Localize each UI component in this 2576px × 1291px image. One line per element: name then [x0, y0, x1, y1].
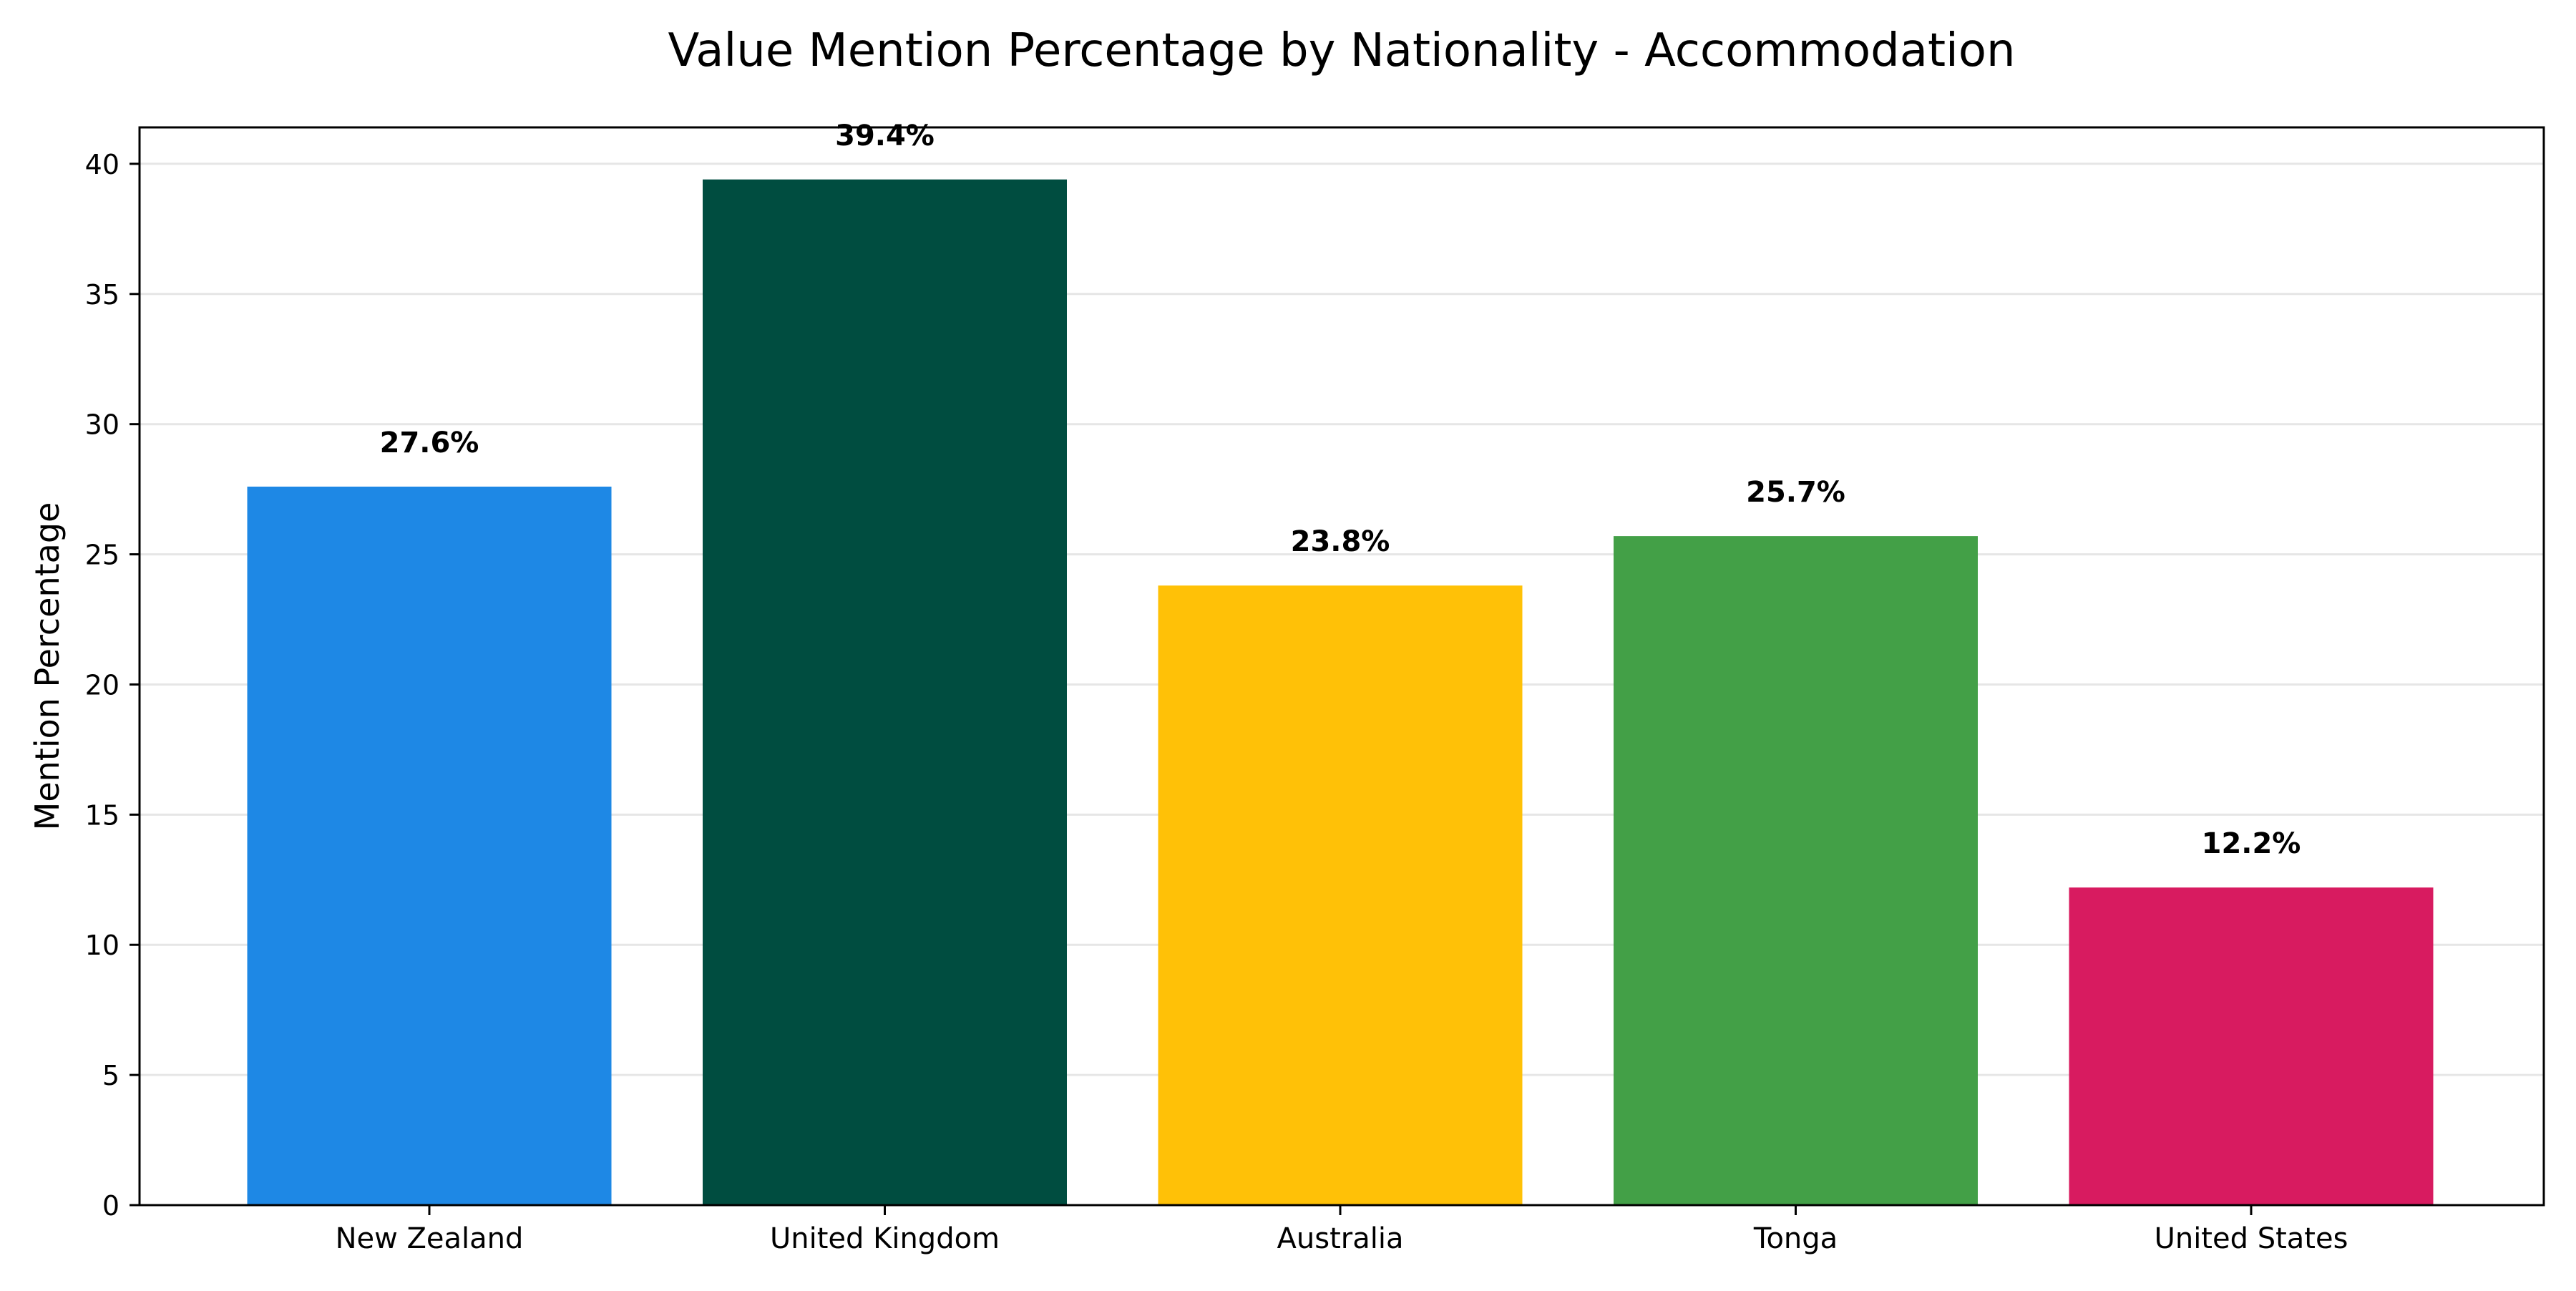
bar-united-states: [2069, 887, 2434, 1205]
x-tick-label-united-kingdom: United Kingdom: [770, 1222, 1000, 1255]
data-labels: 27.6% 39.4% 23.8% 25.7% 12.2%: [380, 120, 2301, 860]
x-tick-label-tonga: Tonga: [1753, 1222, 1838, 1255]
y-tick-label-40: 40: [85, 149, 119, 180]
data-label-united-kingdom: 39.4%: [835, 120, 935, 152]
data-label-tonga: 25.7%: [1746, 476, 1845, 509]
y-tick-label-10: 10: [85, 930, 119, 961]
y-tick-label-35: 35: [85, 279, 119, 311]
bar-tonga: [1614, 536, 1978, 1205]
bars: [247, 179, 2434, 1205]
y-axis-label: Mention Percentage: [28, 502, 67, 831]
data-label-united-states: 12.2%: [2202, 827, 2301, 860]
x-tick-label-new-zealand: New Zealand: [336, 1222, 524, 1255]
y-tick-label-5: 5: [102, 1060, 119, 1091]
data-label-new-zealand: 27.6%: [380, 427, 479, 459]
y-tick-label-30: 30: [85, 409, 119, 441]
x-tick-label-united-states: United States: [2155, 1222, 2348, 1255]
bar-australia: [1158, 585, 1523, 1205]
bar-united-kingdom: [703, 179, 1067, 1205]
plot-frame: [138, 126, 2545, 1207]
y-tick-label-25: 25: [85, 540, 119, 571]
data-label-australia: 23.8%: [1291, 525, 1390, 558]
y-axis: 0 5 10 15 20 25 30 35 40: [85, 149, 140, 1222]
x-tick-label-australia: Australia: [1277, 1222, 1404, 1255]
chart-title: Value Mention Percentage by Nationality …: [668, 24, 2015, 77]
y-tick-label-20: 20: [85, 669, 119, 701]
x-axis: New Zealand United Kingdom Australia Tonga U…: [336, 1205, 2348, 1255]
bar-new-zealand: [247, 487, 612, 1205]
y-tick-label-15: 15: [85, 799, 119, 831]
y-tick-label-0: 0: [102, 1190, 119, 1222]
